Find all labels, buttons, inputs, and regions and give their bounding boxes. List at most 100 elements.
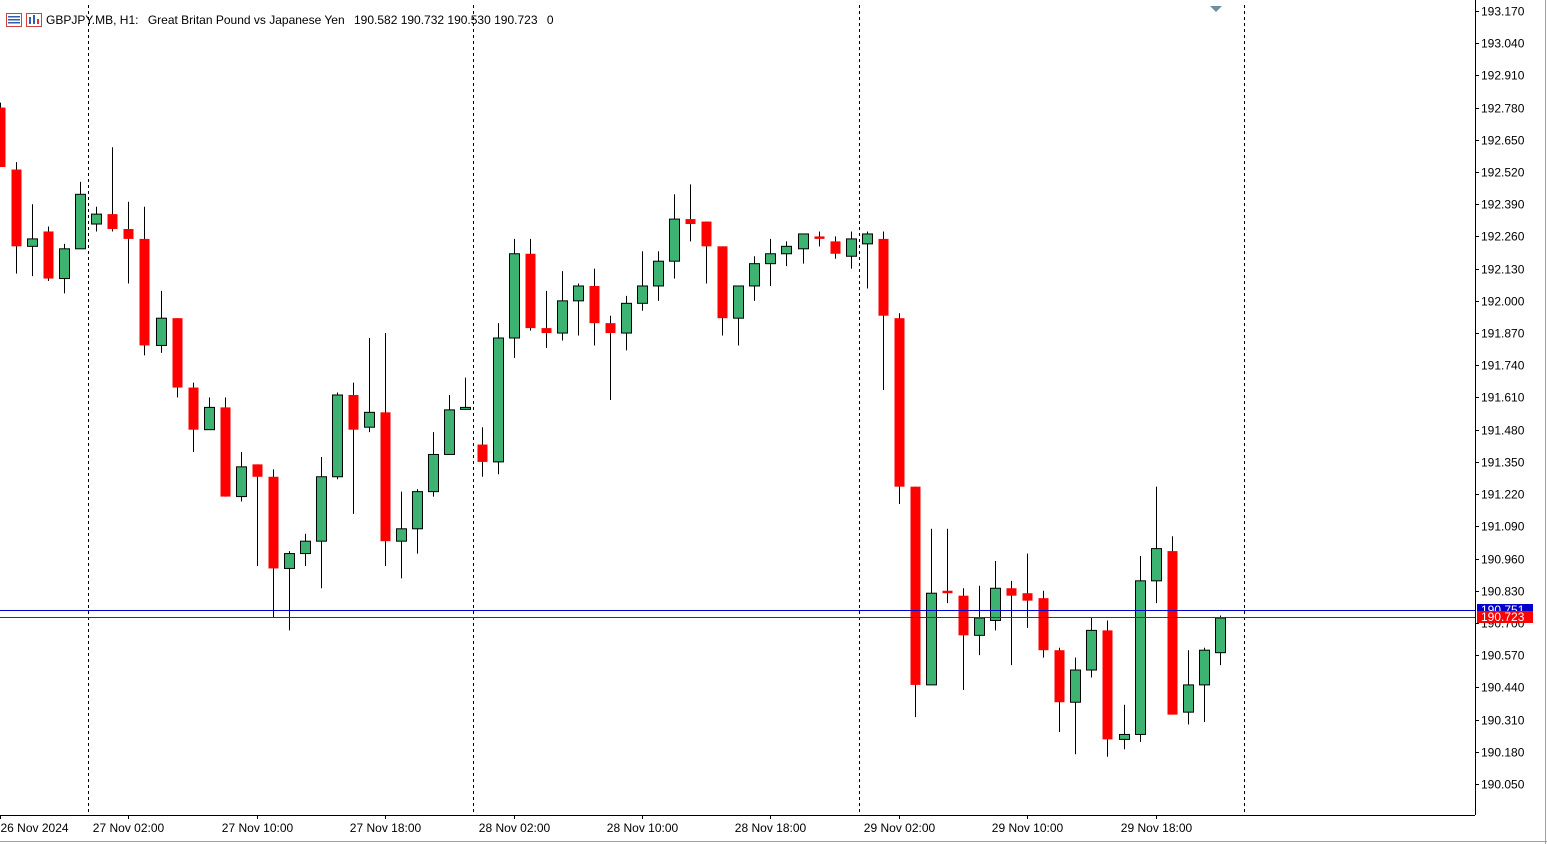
bull-candle-body [236,466,247,498]
candle[interactable] [717,246,728,336]
candle[interactable] [878,231,889,391]
time-tick-label: 28 Nov 02:00 [479,821,551,835]
candle[interactable] [733,285,744,346]
candle[interactable] [1006,580,1017,666]
candle[interactable] [236,451,247,502]
candle[interactable] [156,290,167,353]
shift-marker-icon[interactable] [1210,6,1222,12]
candle[interactable] [557,271,568,341]
candle[interactable] [1151,486,1162,604]
candle[interactable] [348,382,359,514]
candle[interactable] [412,489,423,554]
candle[interactable] [701,221,712,284]
candle[interactable] [27,204,38,277]
candle[interactable] [781,241,792,267]
bear-candle-body [958,595,969,636]
candle[interactable] [123,201,134,284]
candle[interactable] [798,233,809,264]
chart-window-icon[interactable] [26,13,42,27]
candle[interactable] [188,382,199,452]
candle[interactable] [0,102,6,168]
bull-candle-body [27,238,38,247]
bear-candle-body [541,328,552,334]
candle[interactable] [204,397,215,431]
candle[interactable] [364,338,375,433]
candle[interactable] [1183,650,1194,725]
candle[interactable] [1054,647,1065,732]
candle[interactable] [332,392,343,480]
candle[interactable] [460,377,471,410]
candle[interactable] [284,551,295,631]
candle[interactable] [1167,536,1178,715]
candle[interactable] [43,226,54,282]
candle[interactable] [669,194,680,279]
bull-candle-body [204,406,215,431]
bid-price-marker-box [1477,611,1533,623]
candle[interactable] [11,162,22,274]
candle[interactable] [316,456,327,589]
candle[interactable] [621,295,632,351]
list-icon[interactable] [6,13,22,27]
candle[interactable] [1022,553,1033,628]
candle[interactable] [637,251,648,311]
candle[interactable] [107,147,118,232]
candle[interactable] [958,588,969,690]
candle[interactable] [1119,704,1130,750]
candle[interactable] [685,184,696,242]
candle[interactable] [749,256,760,301]
candle[interactable] [765,238,776,286]
candle[interactable] [1199,647,1210,723]
candle[interactable] [525,238,536,331]
candle[interactable] [1102,620,1113,757]
candle[interactable] [1070,657,1081,755]
candle[interactable] [91,206,102,232]
bull-candle-body [1151,548,1162,582]
candle[interactable] [862,231,873,289]
candles[interactable] [0,102,1226,757]
day-separators [88,5,1245,815]
candle[interactable] [974,585,985,656]
candle[interactable] [541,290,552,348]
candle[interactable] [444,394,455,455]
candle[interactable] [428,432,439,497]
candle[interactable] [589,268,600,346]
price-tick-label: 190.310 [1481,714,1525,728]
candle[interactable] [139,206,150,356]
candle[interactable] [910,486,921,718]
candle[interactable] [926,528,937,686]
candle[interactable] [396,491,407,579]
candle[interactable] [493,323,504,475]
candle[interactable] [59,243,70,294]
bull-candle-body [621,302,632,334]
candle[interactable] [380,333,391,566]
candle[interactable] [605,315,616,400]
candle[interactable] [300,533,311,566]
price-tick-label: 190.440 [1481,681,1525,695]
candle[interactable] [1135,556,1146,742]
candle[interactable] [942,528,953,604]
candle[interactable] [814,231,825,247]
candle[interactable] [1215,615,1226,666]
candle[interactable] [830,236,841,259]
candle[interactable] [990,561,1001,631]
candle[interactable] [1086,617,1097,678]
candle[interactable] [75,181,86,250]
candle[interactable] [894,313,905,505]
time-axis[interactable]: 26 Nov 2024 27 Nov 02:00 27 Nov 10:00 27 No… [0,815,1193,835]
bear-candle-body [348,394,359,430]
candle[interactable] [477,427,488,477]
candle[interactable] [846,231,857,269]
candle[interactable] [1038,590,1049,658]
candle[interactable] [268,469,279,618]
price-axis[interactable]: 193.170 193.040 192.910 192.780 192.650 192.5… [1475,5,1525,792]
candle[interactable] [172,318,183,398]
bear-candle-body [380,412,391,542]
candle[interactable] [252,464,263,566]
candle[interactable] [220,397,231,497]
candle[interactable] [509,238,520,358]
time-tick-label: 28 Nov 18:00 [735,821,807,835]
candle[interactable] [573,283,584,336]
candle[interactable] [653,251,664,301]
